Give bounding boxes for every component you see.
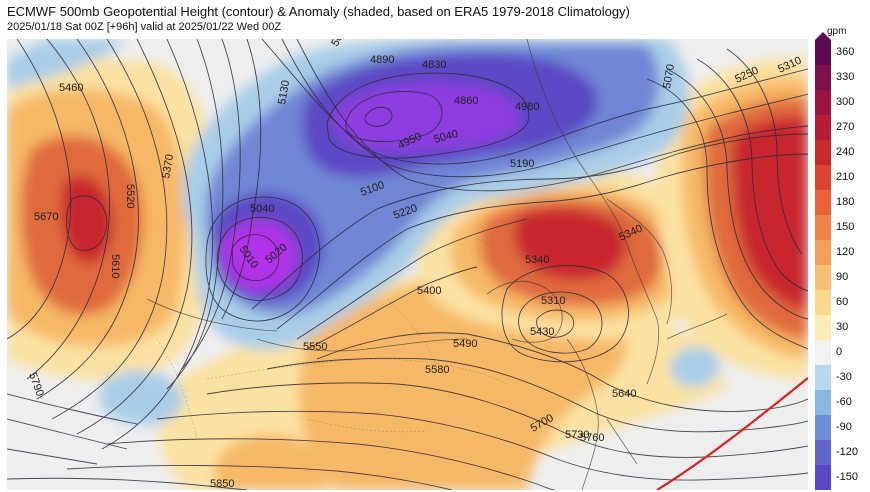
contour-label: 4860 <box>454 95 478 107</box>
colorbar-swatch <box>815 265 831 290</box>
colorbar-swatch <box>815 415 831 440</box>
colorbar-tick-label: 30 <box>836 321 849 333</box>
contour-label: 5550 <box>303 341 327 353</box>
colorbar-tick-label: 180 <box>836 196 855 208</box>
colorbar-tick-label: 0 <box>836 346 843 358</box>
contour-label: 4830 <box>422 59 446 71</box>
colorbar-swatch <box>815 165 831 190</box>
colorbar-tick-label: -60 <box>836 396 852 408</box>
contour-label: 5790 <box>26 371 46 398</box>
colorbar-swatch <box>815 465 831 490</box>
colorbar-ticks: 360 330 300 270 240 210 180 150 120 90 60 30 0 -30 -60… <box>836 40 870 490</box>
colorbar-swatch <box>815 40 831 65</box>
colorbar-tick-label: -90 <box>836 421 852 433</box>
colorbar-top-arrow <box>815 32 831 40</box>
colorbar-tick-label: 330 <box>836 71 855 83</box>
colorbar-swatch <box>815 115 831 140</box>
colorbar-tick-label: -120 <box>836 446 859 458</box>
contour-label: 5850 <box>210 478 234 490</box>
colorbar-swatch <box>815 215 831 240</box>
country-borders <box>156 238 538 440</box>
contour-label: 5130 <box>276 79 292 105</box>
colorbar-swatch <box>815 140 831 165</box>
colorbar-swatch <box>815 315 831 340</box>
contour-label: 5340 <box>525 254 549 266</box>
contour-label: 5490 <box>453 338 477 350</box>
colorbar-swatch <box>815 240 831 265</box>
contour-label: 4890 <box>370 54 394 66</box>
contour-labels: 5460 5670 5520 5370 5610 5790 5130 5010 … <box>26 39 803 490</box>
chart-subtitle: 2025/01/18 Sat 00Z [+96h] valid at 2025/… <box>7 21 282 33</box>
contour-label: 5460 <box>59 82 83 94</box>
colorbar-unit: gpm <box>827 26 847 37</box>
contour-label: 5640 <box>612 388 636 400</box>
colorbar-swatch <box>815 440 831 465</box>
colorbar-tick-label: 120 <box>836 246 855 258</box>
contour-label: 5400 <box>417 285 441 297</box>
colorbar-swatch <box>815 340 831 365</box>
contour-label: 5010 <box>329 39 352 49</box>
colorbar-tick-label: 150 <box>836 221 855 233</box>
colorbar-swatch <box>815 290 831 315</box>
contour-label: 5070 <box>661 63 677 89</box>
colorbar-swatch <box>815 90 831 115</box>
height-contours <box>7 39 808 490</box>
contour-label: 5610 <box>109 254 121 278</box>
colorbar-swatch <box>815 190 831 215</box>
contour-label: 5580 <box>425 364 449 376</box>
colorbar-tick-label: -150 <box>836 471 859 483</box>
colorbar-tick-label: 210 <box>836 171 855 183</box>
colorbar-tick-label: 90 <box>836 271 849 283</box>
colorbar <box>815 32 831 490</box>
contour-label: 4980 <box>515 101 539 113</box>
contour-label: 5520 <box>124 184 136 208</box>
anomaly-shading <box>7 39 808 490</box>
colorbar-tick-label: 240 <box>836 146 855 158</box>
contour-label: 5670 <box>34 211 58 223</box>
colorbar-tick-label: 60 <box>836 296 849 308</box>
contour-label: 5370 <box>160 153 176 179</box>
colorbar-tick-label: 360 <box>836 46 855 58</box>
contour-label: 5040 <box>250 203 274 215</box>
colorbar-swatch <box>815 365 831 390</box>
colorbar-tick-label: 270 <box>836 121 855 133</box>
anomaly-map: 5460 5670 5520 5370 5610 5790 5130 5010 … <box>7 39 808 490</box>
contour-label: 5730 <box>565 429 589 441</box>
colorbar-swatch <box>815 390 831 415</box>
colorbar-swatch <box>815 65 831 90</box>
contour-label: 5430 <box>530 326 554 338</box>
contour-label: 5760 <box>580 432 604 444</box>
coastlines <box>146 39 728 490</box>
contour-label: 5190 <box>510 158 534 170</box>
colorbar-tick-label: 300 <box>836 96 855 108</box>
contour-label: 5310 <box>541 295 565 307</box>
chart-title: ECMWF 500mb Geopotential Height (contour… <box>7 4 630 19</box>
colorbar-tick-label: -30 <box>836 371 852 383</box>
red-boundary-line <box>656 377 808 490</box>
